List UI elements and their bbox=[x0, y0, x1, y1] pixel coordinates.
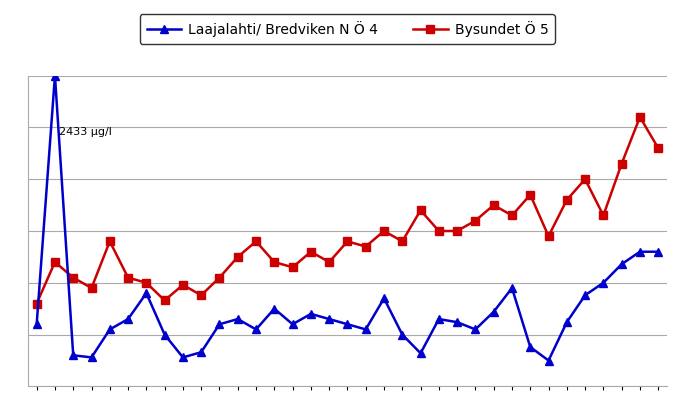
Line: Laajalahti/ Bredviken N Ö 4: Laajalahti/ Bredviken N Ö 4 bbox=[32, 71, 663, 365]
Bysundet Ö 5 bbox=[508, 213, 516, 218]
Bysundet Ö 5 bbox=[581, 177, 589, 182]
Bysundet Ö 5 bbox=[288, 265, 297, 270]
Laajalahti/ Bredviken N Ö 4 bbox=[544, 358, 552, 363]
Bysundet Ö 5 bbox=[362, 244, 370, 249]
Bysundet Ö 5 bbox=[142, 280, 151, 285]
Laajalahti/ Bredviken N Ö 4 bbox=[234, 317, 242, 322]
Bysundet Ö 5 bbox=[343, 239, 352, 244]
Laajalahti/ Bredviken N Ö 4 bbox=[618, 262, 626, 267]
Bysundet Ö 5 bbox=[471, 218, 480, 223]
Laajalahti/ Bredviken N Ö 4 bbox=[179, 355, 187, 360]
Bysundet Ö 5 bbox=[416, 208, 424, 213]
Laajalahti/ Bredviken N Ö 4 bbox=[51, 73, 59, 78]
Laajalahti/ Bredviken N Ö 4 bbox=[215, 322, 224, 327]
Line: Bysundet Ö 5: Bysundet Ö 5 bbox=[32, 113, 663, 308]
Laajalahti/ Bredviken N Ö 4 bbox=[508, 286, 516, 291]
Laajalahti/ Bredviken N Ö 4 bbox=[325, 317, 333, 322]
Bysundet Ö 5 bbox=[563, 197, 571, 202]
Laajalahti/ Bredviken N Ö 4 bbox=[435, 317, 443, 322]
Bysundet Ö 5 bbox=[453, 228, 461, 234]
Laajalahti/ Bredviken N Ö 4 bbox=[87, 355, 96, 360]
Bysundet Ö 5 bbox=[69, 275, 77, 280]
Laajalahti/ Bredviken N Ö 4 bbox=[416, 351, 424, 356]
Laajalahti/ Bredviken N Ö 4 bbox=[636, 249, 644, 254]
Bysundet Ö 5 bbox=[32, 301, 41, 306]
Bysundet Ö 5 bbox=[544, 234, 552, 239]
Laajalahti/ Bredviken N Ö 4 bbox=[526, 344, 535, 349]
Bysundet Ö 5 bbox=[179, 282, 187, 287]
Laajalahti/ Bredviken N Ö 4 bbox=[471, 327, 480, 332]
Bysundet Ö 5 bbox=[215, 275, 224, 280]
Bysundet Ö 5 bbox=[307, 249, 315, 254]
Bysundet Ö 5 bbox=[252, 239, 260, 244]
Laajalahti/ Bredviken N Ö 4 bbox=[343, 322, 352, 327]
Bysundet Ö 5 bbox=[160, 298, 169, 303]
Bysundet Ö 5 bbox=[87, 286, 96, 291]
Bysundet Ö 5 bbox=[398, 239, 407, 244]
Laajalahti/ Bredviken N Ö 4 bbox=[69, 353, 77, 358]
Bysundet Ö 5 bbox=[325, 260, 333, 265]
Laajalahti/ Bredviken N Ö 4 bbox=[307, 311, 315, 316]
Bysundet Ö 5 bbox=[490, 202, 498, 207]
Bysundet Ö 5 bbox=[599, 213, 608, 218]
Laajalahti/ Bredviken N Ö 4 bbox=[362, 327, 370, 332]
Bysundet Ö 5 bbox=[51, 260, 59, 265]
Laajalahti/ Bredviken N Ö 4 bbox=[288, 322, 297, 327]
Text: 2433 µg/l: 2433 µg/l bbox=[58, 126, 111, 136]
Bysundet Ö 5 bbox=[270, 260, 279, 265]
Bysundet Ö 5 bbox=[234, 255, 242, 260]
Laajalahti/ Bredviken N Ö 4 bbox=[599, 280, 608, 285]
Laajalahti/ Bredviken N Ö 4 bbox=[380, 296, 388, 301]
Bysundet Ö 5 bbox=[526, 192, 535, 197]
Laajalahti/ Bredviken N Ö 4 bbox=[563, 320, 571, 325]
Laajalahti/ Bredviken N Ö 4 bbox=[142, 291, 151, 296]
Bysundet Ö 5 bbox=[380, 228, 388, 234]
Laajalahti/ Bredviken N Ö 4 bbox=[654, 249, 663, 254]
Bysundet Ö 5 bbox=[124, 275, 132, 280]
Laajalahti/ Bredviken N Ö 4 bbox=[398, 332, 407, 337]
Laajalahti/ Bredviken N Ö 4 bbox=[124, 317, 132, 322]
Bysundet Ö 5 bbox=[636, 115, 644, 120]
Bysundet Ö 5 bbox=[654, 146, 663, 151]
Bysundet Ö 5 bbox=[435, 228, 443, 234]
Laajalahti/ Bredviken N Ö 4 bbox=[581, 293, 589, 298]
Bysundet Ö 5 bbox=[618, 161, 626, 166]
Laajalahti/ Bredviken N Ö 4 bbox=[106, 327, 114, 332]
Laajalahti/ Bredviken N Ö 4 bbox=[160, 332, 169, 337]
Bysundet Ö 5 bbox=[106, 239, 114, 244]
Laajalahti/ Bredviken N Ö 4 bbox=[197, 350, 205, 355]
Laajalahti/ Bredviken N Ö 4 bbox=[32, 322, 41, 327]
Laajalahti/ Bredviken N Ö 4 bbox=[270, 306, 279, 311]
Laajalahti/ Bredviken N Ö 4 bbox=[453, 320, 461, 325]
Laajalahti/ Bredviken N Ö 4 bbox=[490, 309, 498, 314]
Laajalahti/ Bredviken N Ö 4 bbox=[252, 327, 260, 332]
Legend: Laajalahti/ Bredviken N Ö 4, Bysundet Ö 5: Laajalahti/ Bredviken N Ö 4, Bysundet Ö … bbox=[140, 14, 555, 44]
Bysundet Ö 5 bbox=[197, 293, 205, 298]
